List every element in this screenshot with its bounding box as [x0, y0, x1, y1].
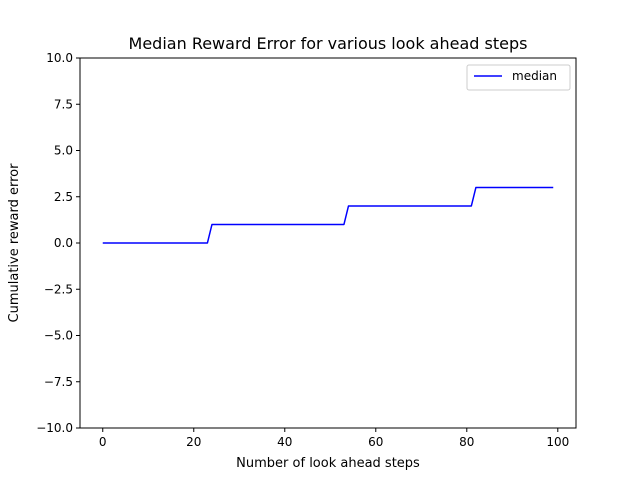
y-axis: −10.0 −7.5 −5.0 −2.5 0.0 2.5 5.0 7.5 10.0: [36, 51, 80, 435]
x-tick-label: 80: [459, 435, 474, 449]
y-tick-label: −7.5: [44, 375, 73, 389]
legend-label-median: median: [512, 69, 557, 83]
y-tick-label: 0.0: [54, 236, 73, 250]
series-layer: [102, 186, 554, 244]
y-tick-label: −5.0: [44, 329, 73, 343]
x-tick-label: 60: [368, 435, 383, 449]
y-tick-label: 10.0: [46, 51, 73, 65]
y-tick-label: −2.5: [44, 282, 73, 296]
chart-title: Median Reward Error for various look ahe…: [129, 34, 528, 53]
x-tick-label: 0: [99, 435, 107, 449]
legend: median: [466, 64, 571, 91]
y-tick-label: 7.5: [54, 97, 73, 111]
y-axis-label: Cumulative reward error: [7, 163, 22, 323]
legend-box: [466, 64, 571, 91]
x-tick-label: 20: [186, 435, 201, 449]
series-line-median: [102, 186, 554, 244]
y-tick-label: −10.0: [36, 421, 73, 435]
x-tick-label: 40: [277, 435, 292, 449]
x-tick-label: 100: [546, 435, 569, 449]
y-tick-label: 5.0: [54, 144, 73, 158]
x-axis: 0 20 40 60 80 100: [99, 428, 569, 449]
plot-area: [79, 57, 577, 429]
x-axis-label: Number of look ahead steps: [236, 456, 420, 471]
y-tick-label: 2.5: [54, 190, 73, 204]
